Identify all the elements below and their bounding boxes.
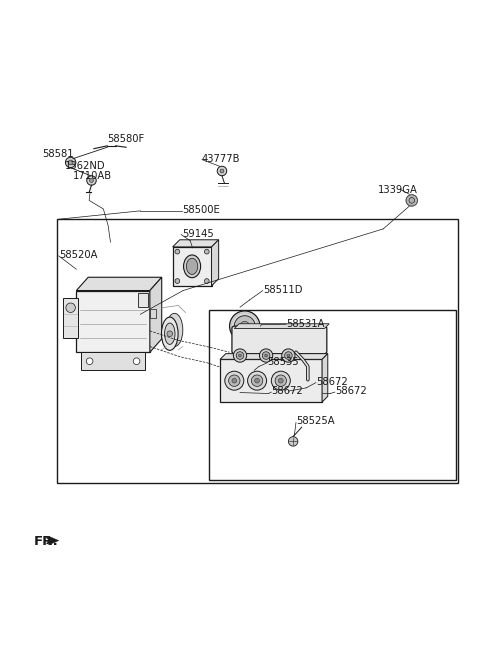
- Polygon shape: [212, 240, 219, 286]
- Bar: [57, 219, 458, 483]
- FancyBboxPatch shape: [232, 326, 327, 353]
- Bar: [209, 309, 456, 480]
- Circle shape: [255, 378, 260, 383]
- Text: 58535: 58535: [267, 357, 299, 367]
- Circle shape: [66, 303, 75, 313]
- Circle shape: [287, 354, 290, 357]
- Circle shape: [225, 371, 244, 390]
- Text: 1339GA: 1339GA: [378, 185, 418, 195]
- Circle shape: [406, 194, 418, 206]
- Circle shape: [282, 349, 295, 362]
- Circle shape: [65, 157, 76, 168]
- Text: 58672: 58672: [316, 376, 348, 386]
- Ellipse shape: [161, 317, 178, 350]
- Circle shape: [68, 160, 73, 165]
- Polygon shape: [322, 353, 328, 402]
- Bar: [150, 309, 156, 318]
- Circle shape: [204, 249, 209, 254]
- Circle shape: [90, 179, 94, 183]
- Circle shape: [232, 378, 237, 383]
- Circle shape: [228, 375, 240, 386]
- Circle shape: [133, 358, 140, 365]
- Circle shape: [262, 351, 270, 359]
- Circle shape: [288, 437, 298, 446]
- Circle shape: [248, 371, 266, 390]
- Text: 58500E: 58500E: [182, 205, 220, 215]
- Circle shape: [239, 354, 241, 357]
- Polygon shape: [220, 353, 328, 359]
- Bar: [173, 247, 212, 286]
- Text: 58511D: 58511D: [263, 284, 302, 294]
- Circle shape: [204, 279, 209, 283]
- Polygon shape: [49, 536, 59, 545]
- Text: 43777B: 43777B: [202, 154, 240, 164]
- Bar: [63, 298, 78, 338]
- Ellipse shape: [186, 258, 198, 275]
- Polygon shape: [173, 240, 219, 247]
- Text: 58520A: 58520A: [59, 250, 97, 260]
- Circle shape: [233, 349, 247, 362]
- Circle shape: [220, 169, 224, 173]
- Text: 58525A: 58525A: [296, 416, 335, 426]
- Circle shape: [285, 351, 292, 359]
- Circle shape: [217, 166, 227, 175]
- Text: 58581: 58581: [42, 149, 74, 159]
- Circle shape: [175, 279, 180, 283]
- Circle shape: [275, 375, 287, 386]
- Bar: [76, 290, 150, 352]
- Ellipse shape: [165, 323, 175, 344]
- Circle shape: [252, 375, 263, 386]
- Bar: [138, 293, 148, 307]
- Circle shape: [87, 175, 96, 185]
- Bar: [220, 359, 322, 402]
- Circle shape: [229, 311, 260, 341]
- Circle shape: [236, 351, 244, 359]
- Circle shape: [260, 349, 273, 362]
- Bar: [81, 352, 145, 371]
- Circle shape: [86, 358, 93, 365]
- Circle shape: [234, 316, 255, 336]
- Text: 58672: 58672: [271, 386, 302, 396]
- Polygon shape: [150, 277, 162, 352]
- Text: 58531A: 58531A: [287, 319, 325, 328]
- Circle shape: [240, 321, 250, 331]
- Text: 58672: 58672: [335, 386, 367, 396]
- Text: 1710AB: 1710AB: [73, 171, 112, 181]
- Text: 1362ND: 1362ND: [64, 161, 105, 171]
- Ellipse shape: [166, 313, 183, 346]
- Text: 59145: 59145: [182, 229, 214, 238]
- Circle shape: [167, 331, 173, 336]
- Text: FR.: FR.: [34, 535, 59, 547]
- Circle shape: [264, 354, 267, 357]
- Circle shape: [278, 378, 283, 383]
- Circle shape: [175, 249, 180, 254]
- Circle shape: [409, 198, 415, 203]
- Ellipse shape: [183, 255, 201, 278]
- Polygon shape: [234, 324, 329, 328]
- Polygon shape: [76, 277, 162, 290]
- Text: 58580F: 58580F: [107, 134, 144, 144]
- Circle shape: [271, 371, 290, 390]
